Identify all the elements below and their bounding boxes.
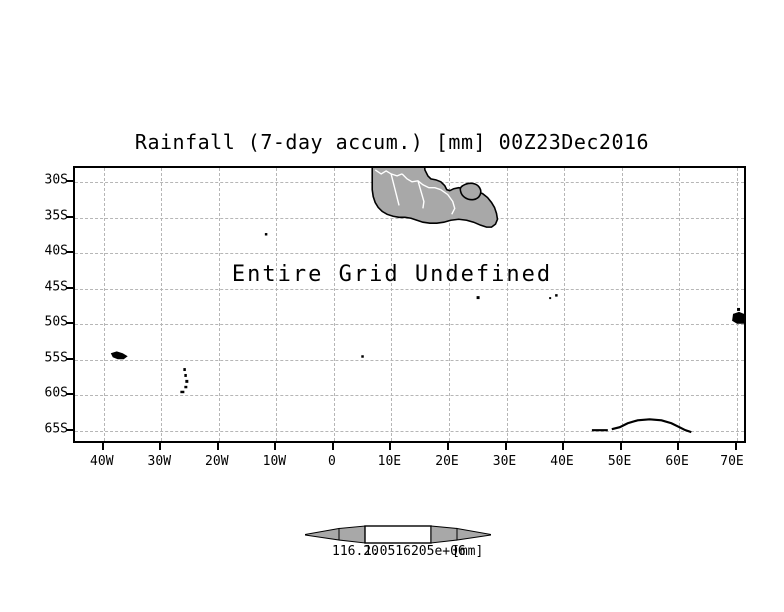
x-tick-mark [619,443,622,450]
border-line [374,169,403,177]
y-tick-label: 65S [44,421,68,437]
x-tick-label: 20E [435,454,459,469]
island-dot [184,385,188,389]
x-tick-mark [274,443,277,450]
x-tick-mark [447,443,449,450]
y-tick-label: 55S [44,350,68,366]
x-tick-label: 0 [327,454,336,469]
antarctic-coastline [611,418,692,434]
y-tick-mark [66,286,73,289]
x-tick-label: 30W [147,454,172,469]
y-tick-label: 45S [44,279,68,295]
landmass-south-africa [371,168,499,228]
colorbar [305,519,491,553]
island-dot [549,297,552,300]
x-axis: 40W 30W 20W 10W 0 10E 20E 30E 40E 50E 60… [73,443,746,473]
lesotho-enclave [459,182,482,201]
colorbar-left-arrow-outer [305,527,340,541]
island-group [110,233,744,394]
x-tick-label: 30E [492,454,517,469]
y-tick-mark [66,393,73,396]
y-tick-mark [66,357,73,360]
island-dot [476,296,480,300]
x-tick-label: 50E [607,454,632,469]
x-tick-label: 70E [720,454,744,469]
border-line [417,180,425,209]
island-dot [183,368,186,372]
x-tick-mark [389,443,392,450]
x-tick-label: 60E [665,454,689,469]
colorbar-labels: 116.20 1.0516205e+06 [mm] [0,544,784,564]
y-tick-label: 35S [44,208,68,224]
x-tick-mark [504,443,507,450]
y-tick-label: 60S [44,385,68,401]
colorbar-left-arrow [338,525,366,544]
x-tick-mark [159,443,162,450]
y-tick-label: 40S [44,243,68,259]
island-dot [555,294,558,297]
coastline-overlay [110,168,744,434]
south-africa-landmass [371,168,499,228]
x-tick-label: 10W [262,454,287,469]
y-tick-mark [66,215,73,218]
x-tick-label: 40E [550,454,574,469]
island-kerguelen [732,311,744,324]
colorbar-max-label: 1.0516205e+06 [364,544,466,559]
y-tick-mark [66,322,73,325]
x-tick-mark [101,443,104,450]
island-dot [180,390,185,394]
island-dot [737,307,741,311]
y-tick-label: 30S [44,172,68,188]
x-tick-mark [677,443,680,450]
colorbar-units-label: [mm] [452,544,484,559]
island-dot [264,233,268,236]
y-tick-mark [66,251,73,254]
colorbar-right-arrow [430,525,458,544]
colorbar-min-label: 116.20 [332,544,379,559]
island-dot [184,373,187,377]
colorbar-center-box [364,525,432,544]
island-dot [361,355,364,358]
x-tick-mark [331,443,334,450]
undefined-grid-message: Entire Grid Undefined [231,262,553,287]
colorbar-graphic [305,525,491,544]
y-tick-mark [66,180,73,183]
border-line [401,173,442,191]
island-south-georgia [110,351,128,360]
y-tick-mark [66,428,73,431]
x-tick-label: 40W [90,454,114,469]
island-dot [185,379,189,383]
x-tick-label: 10E [377,454,402,469]
border-line [390,173,400,206]
colorbar-right-arrow-outer [456,527,491,541]
page-title: Rainfall (7-day accum.) [mm] 00Z23Dec201… [134,130,650,154]
border-line [440,189,456,215]
y-axis: 30S 35S 40S 45S 50S 55S 60S 65S [16,166,68,443]
x-tick-label: 20W [205,454,229,469]
x-tick-mark [216,443,219,450]
x-tick-mark [734,443,737,450]
y-tick-label: 50S [44,314,68,330]
map-plot-area [73,166,746,443]
x-tick-mark [562,443,564,450]
